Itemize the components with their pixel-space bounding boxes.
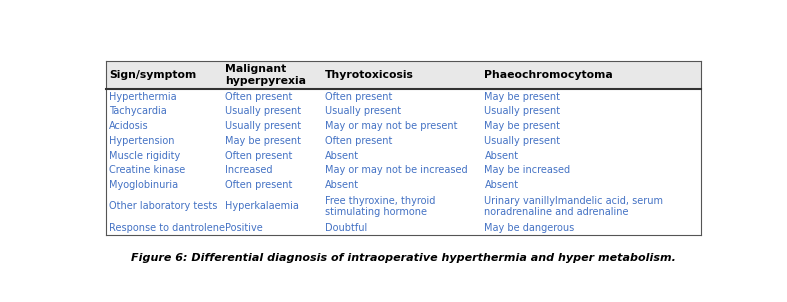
Text: Usually present: Usually present xyxy=(325,107,401,117)
Bar xyxy=(105,104,701,119)
Text: Muscle rigidity: Muscle rigidity xyxy=(109,151,180,161)
Text: Myoglobinuria: Myoglobinuria xyxy=(109,180,179,190)
Bar xyxy=(105,61,701,89)
Bar xyxy=(105,148,701,163)
Text: May be dangerous: May be dangerous xyxy=(485,223,575,233)
Text: Often present: Often present xyxy=(325,92,392,102)
Text: May be present: May be present xyxy=(485,121,560,131)
Text: Usually present: Usually present xyxy=(225,121,301,131)
Text: Absent: Absent xyxy=(325,151,359,161)
Bar xyxy=(105,220,701,235)
Text: Positive: Positive xyxy=(225,223,263,233)
Text: Often present: Often present xyxy=(225,151,292,161)
Bar xyxy=(105,119,701,133)
Text: Creatine kinase: Creatine kinase xyxy=(109,165,186,175)
Text: Absent: Absent xyxy=(485,151,519,161)
Text: Tachycardia: Tachycardia xyxy=(109,107,167,117)
Text: Absent: Absent xyxy=(485,180,519,190)
Text: Doubtful: Doubtful xyxy=(325,223,367,233)
Text: May be present: May be present xyxy=(225,136,301,146)
Text: Figure 6: Differential diagnosis of intraoperative hyperthermia and hyper metabo: Figure 6: Differential diagnosis of intr… xyxy=(131,253,676,263)
Text: Sign/symptom: Sign/symptom xyxy=(109,70,197,80)
Text: Usually present: Usually present xyxy=(485,136,560,146)
Text: Often present: Often present xyxy=(225,180,292,190)
Text: Free thyroxine, thyroid
stimulating hormone: Free thyroxine, thyroid stimulating horm… xyxy=(325,196,435,217)
Text: May or may not be increased: May or may not be increased xyxy=(325,165,467,175)
Bar xyxy=(105,133,701,148)
Text: Response to dantrolene: Response to dantrolene xyxy=(109,223,225,233)
Text: Absent: Absent xyxy=(325,180,359,190)
Text: Increased: Increased xyxy=(225,165,272,175)
Text: Hyperthermia: Hyperthermia xyxy=(109,92,177,102)
Text: Usually present: Usually present xyxy=(225,107,301,117)
Bar xyxy=(105,178,701,192)
Text: Acidosis: Acidosis xyxy=(109,121,149,131)
Text: Often present: Often present xyxy=(225,92,292,102)
Text: Other laboratory tests: Other laboratory tests xyxy=(109,201,217,211)
Bar xyxy=(105,192,701,220)
Text: Malignant
hyperpyrexia: Malignant hyperpyrexia xyxy=(225,64,305,86)
Text: May be increased: May be increased xyxy=(485,165,571,175)
Bar xyxy=(105,163,701,178)
Text: Hyperkalaemia: Hyperkalaemia xyxy=(225,201,298,211)
Text: May be present: May be present xyxy=(485,92,560,102)
Text: Urinary vanillylmandelic acid, serum
noradrenaline and adrenaline: Urinary vanillylmandelic acid, serum nor… xyxy=(485,196,663,217)
Text: Hypertension: Hypertension xyxy=(109,136,175,146)
Text: Thyrotoxicosis: Thyrotoxicosis xyxy=(325,70,414,80)
Text: Often present: Often present xyxy=(325,136,392,146)
Text: Phaeochromocytoma: Phaeochromocytoma xyxy=(485,70,613,80)
Text: May or may not be present: May or may not be present xyxy=(325,121,457,131)
Bar xyxy=(105,89,701,104)
Text: Usually present: Usually present xyxy=(485,107,560,117)
